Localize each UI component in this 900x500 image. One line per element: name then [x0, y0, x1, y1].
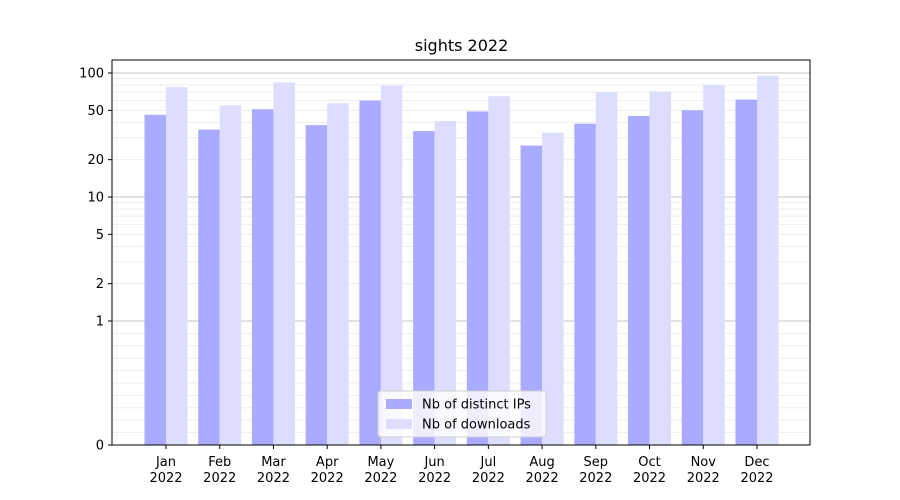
y-tick-label: 50 [87, 104, 104, 119]
x-tick-label-month: Nov [691, 455, 717, 470]
x-tick-label-month: Apr [316, 455, 339, 470]
legend-label: Nb of downloads [422, 418, 531, 433]
bar-distinct-ips-apr [305, 125, 328, 445]
legend-swatch [386, 399, 412, 409]
bar-distinct-ips-nov [681, 110, 704, 445]
x-tick-label-month: Aug [529, 455, 554, 470]
y-tick-label: 5 [96, 228, 104, 243]
bar-downloads-nov [703, 85, 725, 445]
legend: Nb of distinct IPs Nb of downloads [377, 390, 547, 438]
x-tick-label-year: 2022 [687, 471, 720, 486]
bar-downloads-jan [166, 87, 188, 446]
y-tick-label: 10 [87, 191, 104, 206]
bar-downloads-jul [488, 96, 510, 446]
axes: 0125102050100Jan2022Feb2022Mar2022Apr202… [79, 59, 811, 486]
y-tick-label: 1 [96, 315, 104, 330]
x-tick-label-month: May [367, 455, 394, 470]
bar-distinct-ips-jul [466, 111, 489, 446]
bar-downloads-oct [649, 91, 672, 445]
x-tick-label-month: Dec [744, 455, 769, 470]
chart-title: sights 2022 [415, 36, 509, 55]
bar-distinct-ips-mar [251, 109, 274, 446]
x-tick-label-year: 2022 [579, 471, 612, 486]
x-tick-label-month: Oct [638, 455, 660, 470]
x-tick-label-year: 2022 [472, 471, 505, 486]
y-tick-label: 0 [96, 439, 104, 454]
bar-downloads-sep [595, 92, 618, 446]
y-tick-label: 20 [87, 153, 104, 168]
x-tick-label-year: 2022 [203, 471, 236, 486]
bars [144, 75, 779, 446]
x-tick-label-year: 2022 [149, 471, 182, 486]
x-tick-label-year: 2022 [633, 471, 666, 486]
bar-downloads-mar [273, 82, 295, 445]
bar-downloads-feb [219, 105, 242, 445]
y-tick-label: 100 [79, 67, 104, 82]
x-tick-label-year: 2022 [364, 471, 397, 486]
bar-distinct-ips-jan [144, 114, 166, 446]
legend-swatch [386, 419, 412, 429]
x-tick-label-year: 2022 [257, 471, 290, 486]
plot-frame [111, 59, 811, 446]
bar-distinct-ips-aug [520, 145, 543, 445]
legend-label: Nb of distinct IPs [422, 398, 531, 413]
legend-box [377, 390, 547, 438]
x-tick-label-month: Jan [155, 455, 176, 470]
x-tick-label-year: 2022 [418, 471, 451, 486]
bar-distinct-ips-dec [735, 99, 757, 445]
x-tick-label-month: Feb [208, 455, 231, 470]
x-tick-label-month: Jun [423, 455, 444, 470]
bar-distinct-ips-feb [198, 129, 220, 445]
bar-downloads-aug [542, 132, 564, 445]
x-tick-label-year: 2022 [740, 471, 773, 486]
x-tick-label-month: Jul [480, 455, 497, 470]
y-tick-label: 2 [96, 277, 104, 292]
bar-downloads-jun [434, 121, 457, 445]
bar-distinct-ips-may [359, 100, 381, 445]
x-tick-label-year: 2022 [311, 471, 344, 486]
x-tick-label-month: Sep [584, 455, 609, 470]
bar-downloads-may [380, 85, 403, 445]
x-tick-label-year: 2022 [526, 471, 559, 486]
bar-downloads-apr [327, 103, 349, 445]
bar-downloads-dec [757, 75, 779, 446]
bar-distinct-ips-sep [574, 123, 596, 446]
x-tick-label-month: Mar [261, 455, 286, 470]
bar-distinct-ips-jun [413, 131, 435, 445]
bar-distinct-ips-oct [628, 116, 650, 445]
